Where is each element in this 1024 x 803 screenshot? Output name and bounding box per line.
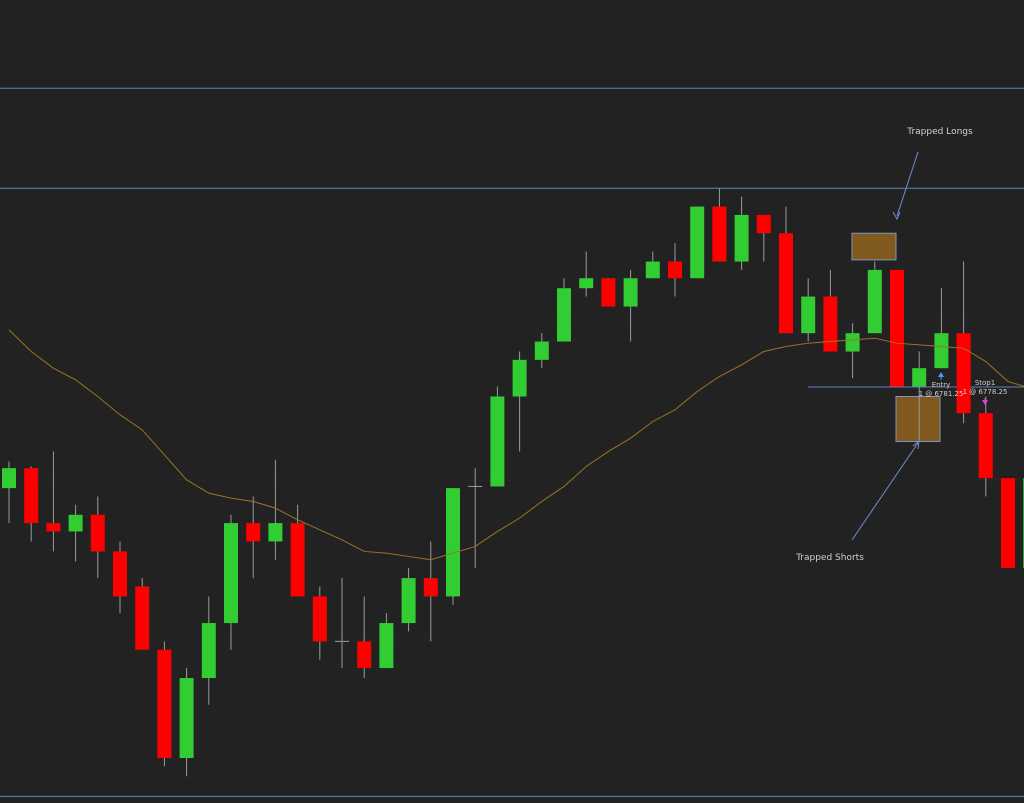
trade-name: Entry [932, 381, 951, 389]
candle-body [956, 333, 971, 414]
candle-body [68, 514, 83, 532]
candle-body [201, 623, 216, 679]
candle-body [135, 586, 150, 650]
candle-body [24, 468, 39, 524]
annotation: Trapped Shorts [795, 553, 864, 563]
candle-body [490, 396, 505, 487]
candle-body [179, 678, 194, 759]
candle-body [534, 341, 549, 360]
candle-body [357, 641, 372, 669]
candle-body [113, 551, 127, 597]
arrow-head [912, 439, 920, 450]
candle-body [712, 206, 727, 262]
candle-body [446, 488, 460, 597]
candle-body [601, 278, 616, 307]
candle-body [312, 596, 327, 642]
candle-body [290, 523, 305, 597]
candle-body [912, 368, 927, 387]
trade-label: 1 @ 6778.25 [963, 388, 1008, 396]
entry-marker [938, 372, 944, 377]
candle-body [157, 649, 172, 759]
arrow-head [892, 211, 901, 221]
annotation-arrow [896, 151, 919, 217]
trap-zone [895, 396, 941, 442]
candle-body [823, 296, 838, 352]
candle-body [224, 523, 238, 624]
candle-body [867, 269, 882, 334]
moving-average [8, 329, 1024, 561]
candle-body [845, 333, 860, 352]
annotation-arrow [851, 442, 919, 541]
candle-body [268, 523, 283, 542]
candle-body [623, 278, 638, 307]
candle-body [246, 523, 261, 542]
trap-zone [851, 232, 897, 261]
candle-body [934, 333, 949, 369]
stop-marker [982, 400, 988, 405]
candle-body [2, 468, 16, 489]
candle-body [512, 359, 527, 397]
trade-label: 1 @ 6781.25 [919, 390, 964, 398]
candle-body [690, 206, 705, 279]
candle-body [401, 578, 416, 624]
candle-body [978, 413, 993, 479]
candle-body [557, 288, 571, 342]
candle-body [668, 261, 682, 279]
candle-body [779, 233, 793, 334]
candle-body [1001, 478, 1015, 569]
background-grid [0, 159, 1024, 641]
candle-body [645, 261, 660, 279]
plot [0, 87, 1024, 797]
candle-body [423, 578, 438, 597]
candle-body [756, 214, 771, 234]
candle-body [734, 214, 749, 262]
annotation: Trapped Longs [906, 127, 973, 137]
candle-body [890, 269, 904, 387]
candle-body [46, 523, 61, 532]
candle-body [579, 278, 594, 289]
candle-body [379, 623, 394, 669]
candle-body [90, 514, 105, 552]
candle-body [801, 296, 816, 334]
trade-name: Stop1 [975, 379, 995, 387]
